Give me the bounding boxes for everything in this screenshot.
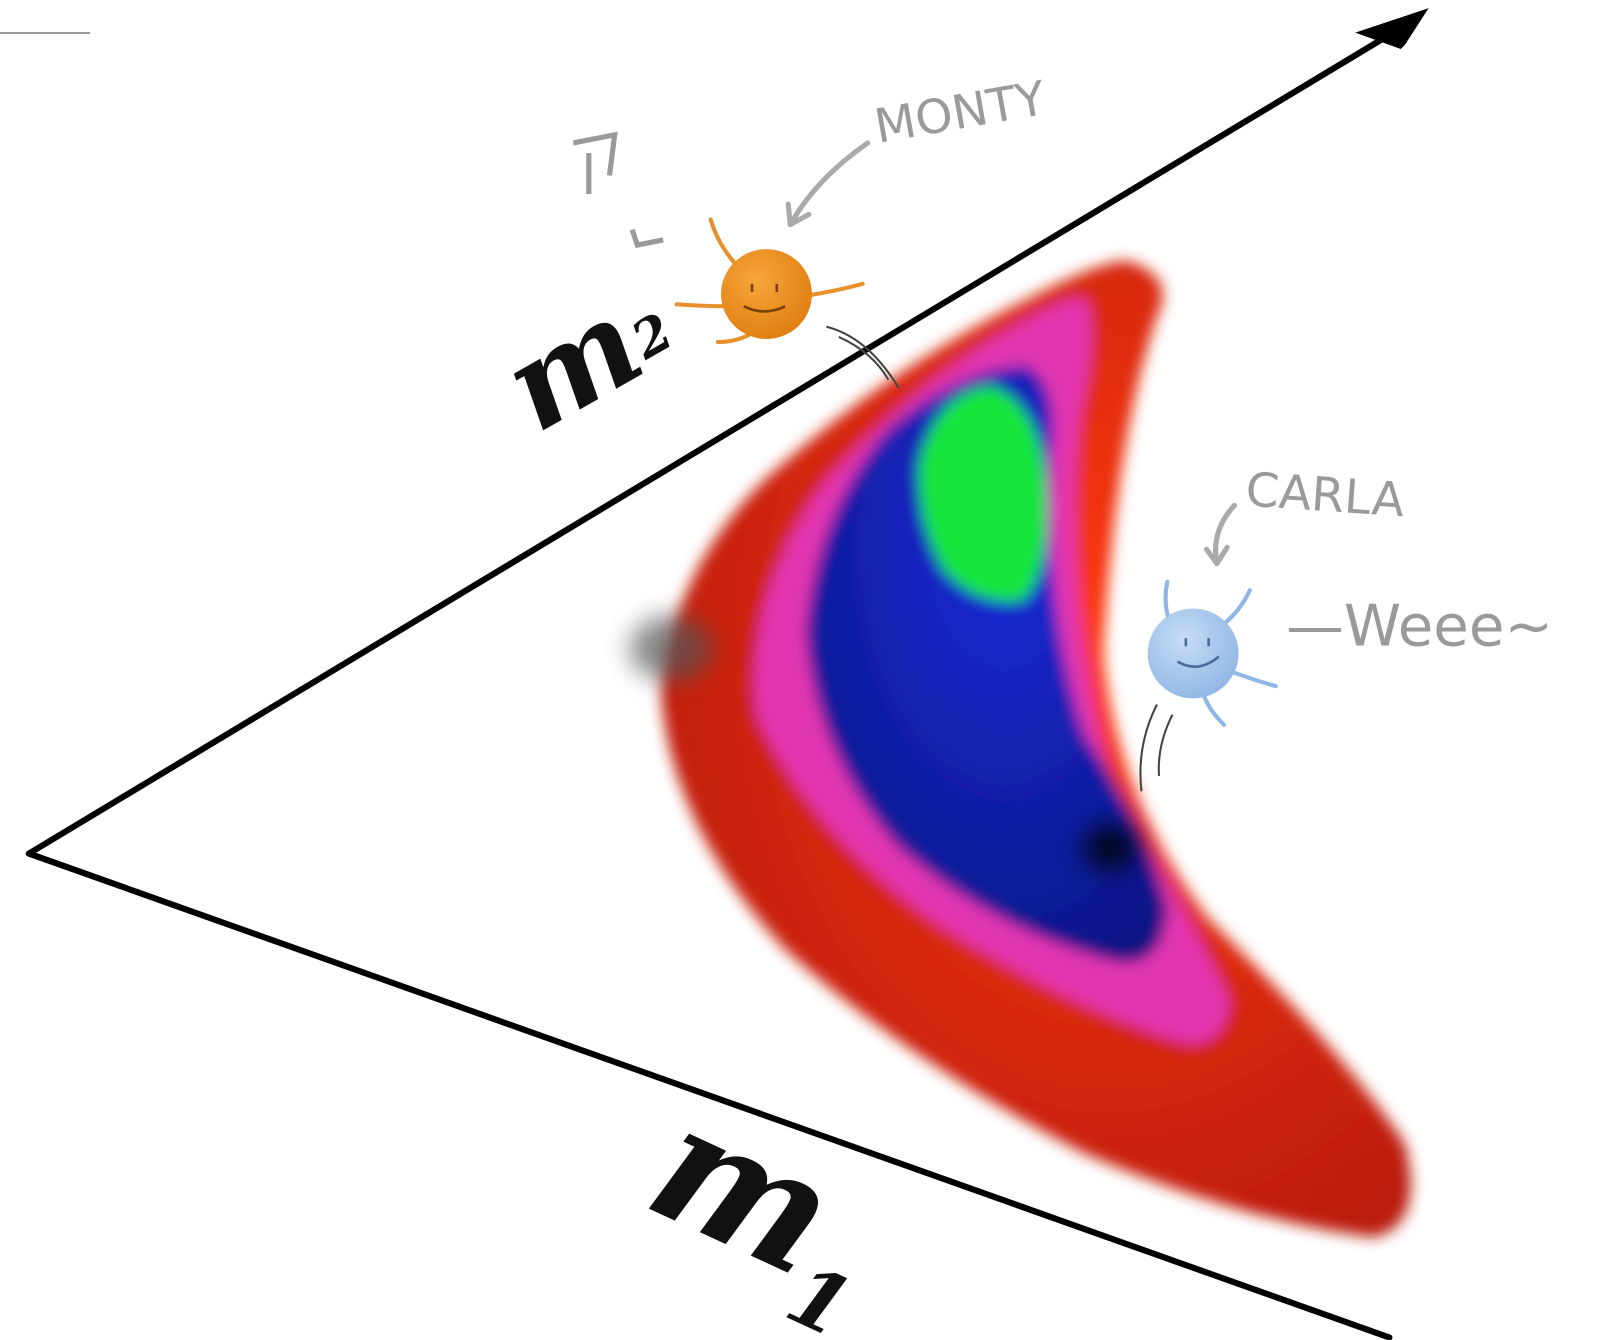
motion-lines — [1139, 704, 1174, 792]
axes — [25, 25, 1403, 1340]
axis-label-m2: m2 — [479, 252, 697, 459]
carla-face — [1176, 638, 1220, 668]
music-notes — [572, 131, 664, 248]
smudge — [1084, 824, 1137, 870]
inner-region — [805, 365, 1168, 963]
axis-label-m1: m1 — [614, 1066, 916, 1340]
monty-label: MONTY — [871, 71, 1050, 154]
axis-symbol: m — [479, 270, 666, 460]
monty-face — [743, 283, 786, 313]
smudge — [630, 615, 713, 682]
carla-speech: —Weee~ — [1286, 593, 1553, 660]
motion-lines — [826, 325, 900, 389]
axis-m2 — [25, 25, 1403, 857]
carla — [1147, 608, 1239, 699]
axis-m1 — [25, 850, 1393, 1340]
core-region — [919, 385, 1047, 602]
drawing: m2 m1 MONTY CARLA —Weee~ — [25, 8, 1553, 1340]
carla-label: CARLA — [1244, 463, 1406, 528]
monty-arrow — [785, 140, 871, 228]
monty — [721, 249, 812, 339]
carla-arrow — [1203, 502, 1238, 567]
arrowhead — [1355, 8, 1429, 50]
